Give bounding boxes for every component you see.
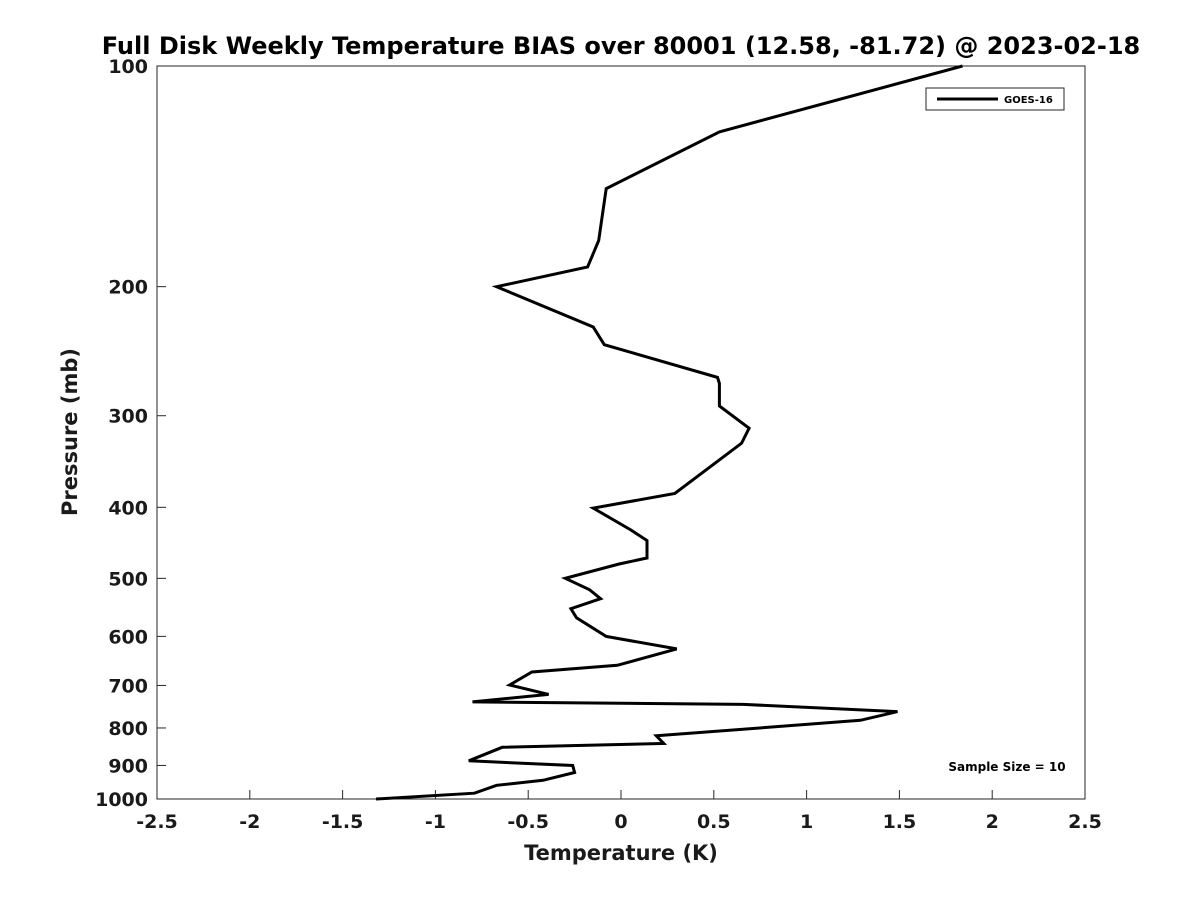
y-tick-label: 900 — [108, 755, 148, 777]
y-axis-label: Pressure (mb) — [58, 348, 82, 516]
chart-title: Full Disk Weekly Temperature BIAS over 8… — [102, 32, 1141, 60]
y-tick-label: 1000 — [95, 789, 148, 811]
sample-size-annotation: Sample Size = 10 — [948, 760, 1065, 774]
y-axis: 100 200 300 400 500 600 700 800 900 1000 — [95, 56, 166, 811]
legend-label: GOES-16 — [1004, 95, 1053, 106]
x-tick-label: -1 — [425, 811, 446, 833]
x-tick-label: 2 — [986, 811, 999, 833]
x-tick-label: -2.5 — [136, 811, 178, 833]
x-axis-label: Temperature (K) — [524, 841, 718, 865]
x-tick-label: 2.5 — [1068, 811, 1102, 833]
x-tick-label: 1 — [800, 811, 813, 833]
y-tick-label: 500 — [108, 568, 148, 590]
legend: GOES-16 — [925, 87, 1065, 111]
x-tick-label: -0.5 — [507, 811, 549, 833]
y-tick-label: 800 — [108, 718, 148, 740]
x-tick-label: -1.5 — [322, 811, 364, 833]
y-tick-label: 200 — [108, 277, 148, 299]
x-tick-label: 0.5 — [697, 811, 731, 833]
y-tick-label: 600 — [108, 626, 148, 648]
y-tick-label: 100 — [108, 56, 148, 78]
y-tick-label: 400 — [108, 497, 148, 519]
y-tick-label: 300 — [108, 406, 148, 428]
plot-area — [156, 65, 1086, 800]
goes-16-series-line — [375, 64, 963, 801]
x-tick-label: 0 — [614, 811, 627, 833]
x-axis: -2.5 -2 -1.5 -1 -0.5 0 0.5 1 1.5 2 2.5 — [136, 790, 1102, 833]
x-tick-label: -2 — [239, 811, 260, 833]
x-tick-label: 1.5 — [883, 811, 917, 833]
y-tick-label: 700 — [108, 675, 148, 697]
